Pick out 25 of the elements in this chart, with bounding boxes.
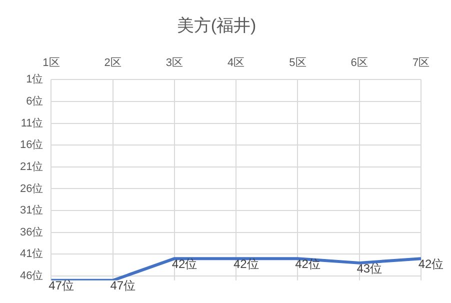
y-tick-label: 21位 bbox=[20, 160, 44, 173]
data-label: 42位 bbox=[295, 256, 320, 271]
data-label: 42位 bbox=[418, 256, 444, 271]
x-tick-label: 2区 bbox=[104, 57, 122, 70]
data-label: 42位 bbox=[172, 256, 198, 271]
data-label: 47位 bbox=[48, 278, 74, 293]
data-label: 43位 bbox=[356, 261, 382, 276]
data-label: 47位 bbox=[110, 278, 136, 293]
y-tick-label: 26位 bbox=[20, 182, 44, 195]
x-tick-label: 3区 bbox=[166, 57, 184, 70]
y-tick-label: 41位 bbox=[20, 248, 44, 260]
y-tick-label: 1位 bbox=[26, 74, 44, 86]
y-tick-label: 6位 bbox=[26, 95, 44, 108]
x-tick-label: 7区 bbox=[412, 57, 430, 70]
y-tick-label: 16位 bbox=[20, 139, 44, 152]
x-tick-label: 5区 bbox=[289, 57, 306, 70]
chart-title: 美方(福井) bbox=[176, 16, 256, 35]
x-tick-label: 4区 bbox=[228, 57, 245, 70]
y-tick-label: 11位 bbox=[20, 117, 44, 130]
x-tick-label: 1区 bbox=[42, 57, 60, 70]
x-tick-label: 6区 bbox=[350, 57, 368, 70]
y-tick-label: 46位 bbox=[20, 270, 44, 282]
y-tick-label: 36位 bbox=[20, 226, 44, 238]
y-tick-label: 31位 bbox=[20, 204, 44, 217]
data-label: 42位 bbox=[233, 256, 259, 271]
